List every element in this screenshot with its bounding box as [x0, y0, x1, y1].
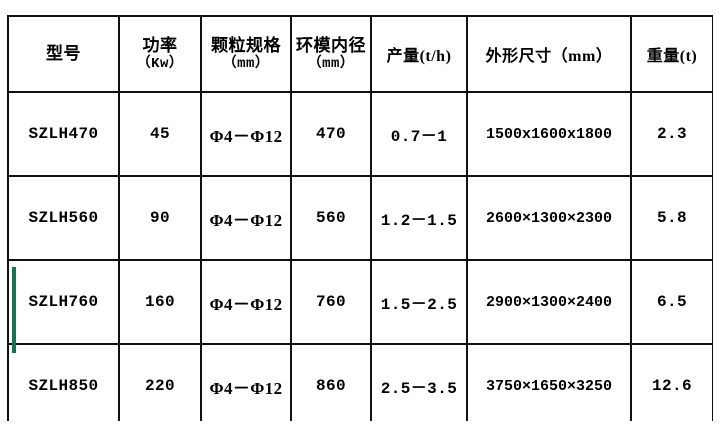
header-cell-model: 型号	[7, 15, 120, 93]
value-weight: 5.8	[656, 209, 687, 227]
cell-capacity: 0.7－1	[370, 91, 468, 177]
value-capacity: 1.5－2.5	[380, 296, 458, 314]
table-row[interactable]: SZLH560 90 Φ4－Φ12 560 1.2－1.5 2600×1300×…	[7, 175, 713, 261]
cell-weight: 2.3	[630, 91, 713, 177]
value-capacity: 2.5－3.5	[380, 380, 458, 398]
value-model: SZLH470	[28, 125, 99, 143]
header-label-weight: 重量(t)	[646, 48, 698, 65]
cell-dimensions: 2900×1300×2400	[466, 259, 632, 345]
header-label-ring-die-diameter: 环模内径	[296, 35, 366, 55]
header-cell-weight: 重量(t)	[630, 15, 713, 93]
header-label-capacity: 产量(t/h)	[386, 48, 452, 65]
value-capacity: 1.2－1.5	[380, 212, 458, 230]
value-dimensions: 1500x1600x1800	[485, 126, 613, 143]
cell-dimensions: 1500x1600x1800	[466, 91, 632, 177]
cell-pellet-size: Φ4－Φ12	[200, 91, 292, 177]
table-header-row: 型号 功率 （Kw） 颗粒规格 （mm） 环模内径 （mm） 产量(t/h)	[7, 15, 713, 93]
header-label-power: 功率	[142, 35, 178, 55]
cell-weight: 6.5	[630, 259, 713, 345]
table-row[interactable]: SZLH470 45 Φ4－Φ12 470 0.7－1 1500x1600x18…	[7, 91, 713, 177]
cell-weight: 5.8	[630, 175, 713, 261]
cell-ring-die-diameter: 470	[290, 91, 372, 177]
value-dimensions: 2900×1300×2400	[485, 294, 613, 311]
value-model: SZLH850	[28, 377, 99, 395]
spec-table-container: 型号 功率 （Kw） 颗粒规格 （mm） 环模内径 （mm） 产量(t/h)	[7, 15, 713, 421]
value-ring-die-diameter: 860	[315, 377, 346, 395]
header-unit-power: （Kw）	[136, 55, 184, 72]
cell-model: SZLH470	[7, 91, 120, 177]
cell-pellet-size: Φ4－Φ12	[200, 259, 292, 345]
value-pellet-size: Φ4－Φ12	[209, 294, 283, 314]
value-pellet-size: Φ4－Φ12	[209, 210, 283, 230]
value-model: SZLH760	[28, 293, 99, 311]
table-row[interactable]: SZLH850 220 Φ4－Φ12 860 2.5－3.5 3750×1650…	[7, 343, 713, 421]
value-weight: 6.5	[656, 293, 687, 311]
cell-power: 220	[118, 343, 202, 421]
value-weight: 2.3	[656, 125, 687, 143]
cell-model: SZLH850	[7, 343, 120, 421]
cell-weight: 12.6	[630, 343, 713, 421]
value-model: SZLH560	[28, 209, 99, 227]
value-power: 160	[144, 293, 175, 311]
cell-capacity: 1.5－2.5	[370, 259, 468, 345]
value-power: 45	[149, 125, 170, 143]
cell-power: 160	[118, 259, 202, 345]
value-power: 90	[149, 209, 170, 227]
value-dimensions: 3750×1650×3250	[485, 378, 613, 395]
selected-row-accent-bar	[12, 267, 16, 353]
cell-ring-die-diameter: 860	[290, 343, 372, 421]
header-cell-capacity: 产量(t/h)	[370, 15, 468, 93]
cell-capacity: 2.5－3.5	[370, 343, 468, 421]
value-pellet-size: Φ4－Φ12	[209, 126, 283, 146]
table-row[interactable]: SZLH760 160 Φ4－Φ12 760 1.5－2.5 2900×1300…	[7, 259, 713, 345]
header-unit-ring-die-diameter: （mm）	[307, 55, 355, 72]
cell-pellet-size: Φ4－Φ12	[200, 175, 292, 261]
cell-ring-die-diameter: 560	[290, 175, 372, 261]
cell-pellet-size: Φ4－Φ12	[200, 343, 292, 421]
cell-ring-die-diameter: 760	[290, 259, 372, 345]
header-label-pellet-size: 颗粒规格	[211, 35, 281, 55]
header-unit-pellet-size: （mm）	[222, 55, 270, 72]
cell-model: SZLH760	[7, 259, 120, 345]
pellet-mill-spec-table: 型号 功率 （Kw） 颗粒规格 （mm） 环模内径 （mm） 产量(t/h)	[7, 15, 713, 421]
cell-model: SZLH560	[7, 175, 120, 261]
value-capacity: 0.7－1	[390, 128, 448, 146]
header-cell-ring-die-diameter: 环模内径 （mm）	[290, 15, 372, 93]
value-weight: 12.6	[651, 377, 692, 395]
header-cell-dimensions: 外形尺寸（mm）	[466, 15, 632, 93]
cell-power: 45	[118, 91, 202, 177]
cell-capacity: 1.2－1.5	[370, 175, 468, 261]
value-ring-die-diameter: 470	[315, 125, 346, 143]
cell-power: 90	[118, 175, 202, 261]
value-ring-die-diameter: 560	[315, 209, 346, 227]
value-pellet-size: Φ4－Φ12	[209, 378, 283, 398]
header-cell-pellet-size: 颗粒规格 （mm）	[200, 15, 292, 93]
header-cell-power: 功率 （Kw）	[118, 15, 202, 93]
header-label-model: 型号	[46, 43, 81, 63]
cell-dimensions: 2600×1300×2300	[466, 175, 632, 261]
header-label-dimensions: 外形尺寸（mm）	[485, 48, 613, 65]
value-ring-die-diameter: 760	[315, 293, 346, 311]
cell-dimensions: 3750×1650×3250	[466, 343, 632, 421]
value-dimensions: 2600×1300×2300	[485, 210, 613, 227]
value-power: 220	[144, 377, 175, 395]
